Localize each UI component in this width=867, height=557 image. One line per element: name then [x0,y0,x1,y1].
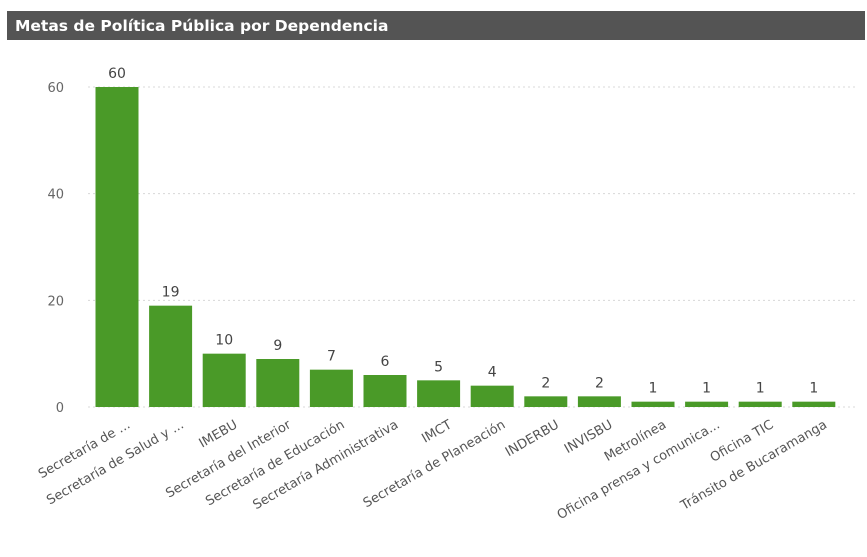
bar[interactable] [149,305,193,407]
x-tick-label: IMCT [419,417,454,446]
data-label: 19 [162,285,180,301]
data-label: 1 [756,381,765,397]
x-tick-label: INDERBU [503,417,562,460]
data-label: 60 [108,66,126,82]
data-label: 2 [595,375,604,391]
bar[interactable] [417,380,461,407]
data-label: 10 [215,333,233,349]
bar[interactable] [309,369,353,407]
y-tick-label: 0 [56,401,64,416]
data-label: 1 [649,381,658,397]
bar[interactable] [95,87,139,407]
bar[interactable] [792,401,836,407]
y-tick-label: 20 [47,294,64,309]
chart-title: Metas de Política Pública por Dependenci… [15,16,389,35]
bar[interactable] [524,396,568,407]
bar[interactable] [631,401,675,407]
data-labels: 60 19 10 9 7 6 5 4 2 2 1 1 1 1 [108,66,818,397]
bars [95,87,836,407]
bar[interactable] [470,385,514,407]
data-label: 9 [273,338,282,354]
bar[interactable] [256,359,300,407]
data-label: 2 [541,375,550,391]
chart-title-bar: Metas de Política Pública por Dependenci… [7,11,865,40]
bar[interactable] [738,401,782,407]
data-label: 4 [488,365,497,381]
bar[interactable] [685,401,729,407]
y-tick-label: 40 [47,188,64,203]
data-label: 6 [381,354,390,370]
y-axis-ticks: 0 20 40 60 [47,81,64,416]
bar[interactable] [363,375,407,407]
x-axis-category-labels: Secretaría de ...Secretaría de Salud y .… [36,417,830,523]
x-tick-label: IMEBU [197,417,241,451]
bar[interactable] [577,396,621,407]
data-label: 1 [702,381,711,397]
y-tick-label: 60 [47,81,64,96]
data-label: 1 [809,381,818,397]
data-label: 7 [327,349,336,365]
data-label: 5 [434,359,443,375]
bar[interactable] [202,353,246,407]
